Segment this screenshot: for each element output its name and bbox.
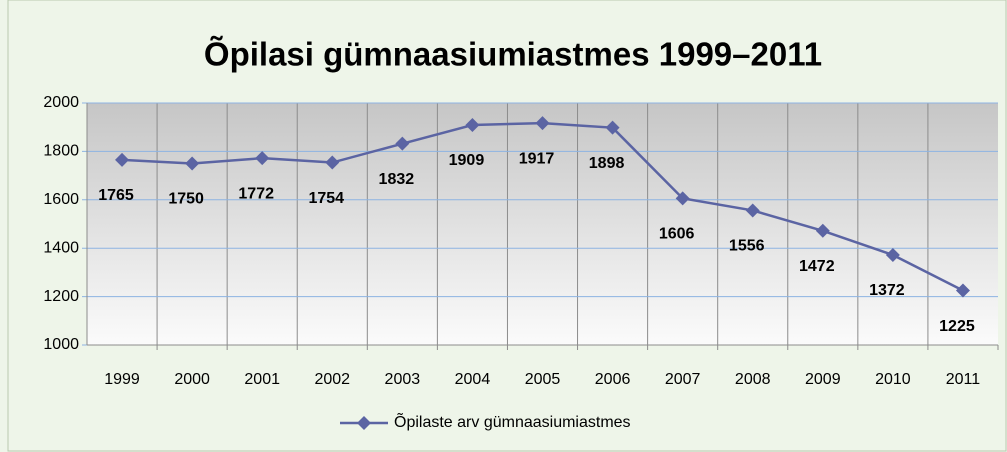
- data-label: 1898: [589, 155, 625, 172]
- data-point: [955, 283, 970, 298]
- x-tick-label: 2009: [805, 371, 841, 388]
- x-tick-label: 2004: [455, 371, 491, 388]
- data-point: [745, 203, 760, 218]
- plot-area: [87, 103, 998, 345]
- data-label: 1832: [379, 171, 415, 188]
- data-point: [885, 247, 900, 262]
- y-tick-label: 1600: [43, 191, 79, 208]
- y-tick-label: 1200: [43, 288, 79, 305]
- x-tick-label: 2007: [665, 371, 701, 388]
- data-label: 1772: [238, 185, 274, 202]
- data-label: 1754: [308, 190, 344, 207]
- data-label: 1765: [98, 187, 134, 204]
- data-point: [815, 223, 830, 238]
- data-label: 1750: [168, 191, 204, 208]
- x-tick-label: 2010: [875, 371, 911, 388]
- data-point: [185, 156, 200, 171]
- x-tick-label: 2003: [385, 371, 421, 388]
- x-tick-label: 2011: [946, 371, 981, 388]
- chart-title: Õpilasi gümnaasiumiastmes 1999–2011: [204, 36, 822, 73]
- data-point: [115, 152, 130, 167]
- data-point: [255, 151, 270, 166]
- data-label: 1917: [519, 150, 555, 167]
- legend-label: Õpilaste arv gümnaasiumiastmes: [394, 411, 631, 431]
- legend-marker: [357, 416, 371, 430]
- y-tick-label: 1800: [43, 143, 79, 160]
- data-label: 1606: [659, 226, 695, 243]
- data-point: [465, 118, 480, 133]
- y-tick-label: 2000: [43, 94, 79, 111]
- data-point: [675, 191, 690, 206]
- data-label: 1225: [939, 318, 975, 335]
- x-tick-label: 2005: [525, 371, 561, 388]
- data-point: [325, 155, 340, 170]
- data-point: [535, 116, 550, 131]
- data-point: [605, 120, 620, 135]
- x-tick-label: 2002: [314, 371, 350, 388]
- x-tick-label: 1999: [104, 371, 140, 388]
- x-tick-label: 2008: [735, 371, 771, 388]
- y-tick-label: 1000: [43, 336, 79, 353]
- data-label: 1556: [729, 238, 765, 255]
- x-tick-label: 2001: [244, 371, 280, 388]
- x-tick-label: 2000: [174, 371, 210, 388]
- data-point: [395, 136, 410, 151]
- data-label: 1909: [449, 152, 485, 169]
- data-label: 1372: [869, 282, 905, 299]
- data-label: 1472: [799, 258, 835, 275]
- x-tick-label: 2006: [595, 371, 631, 388]
- y-tick-label: 1400: [43, 239, 79, 256]
